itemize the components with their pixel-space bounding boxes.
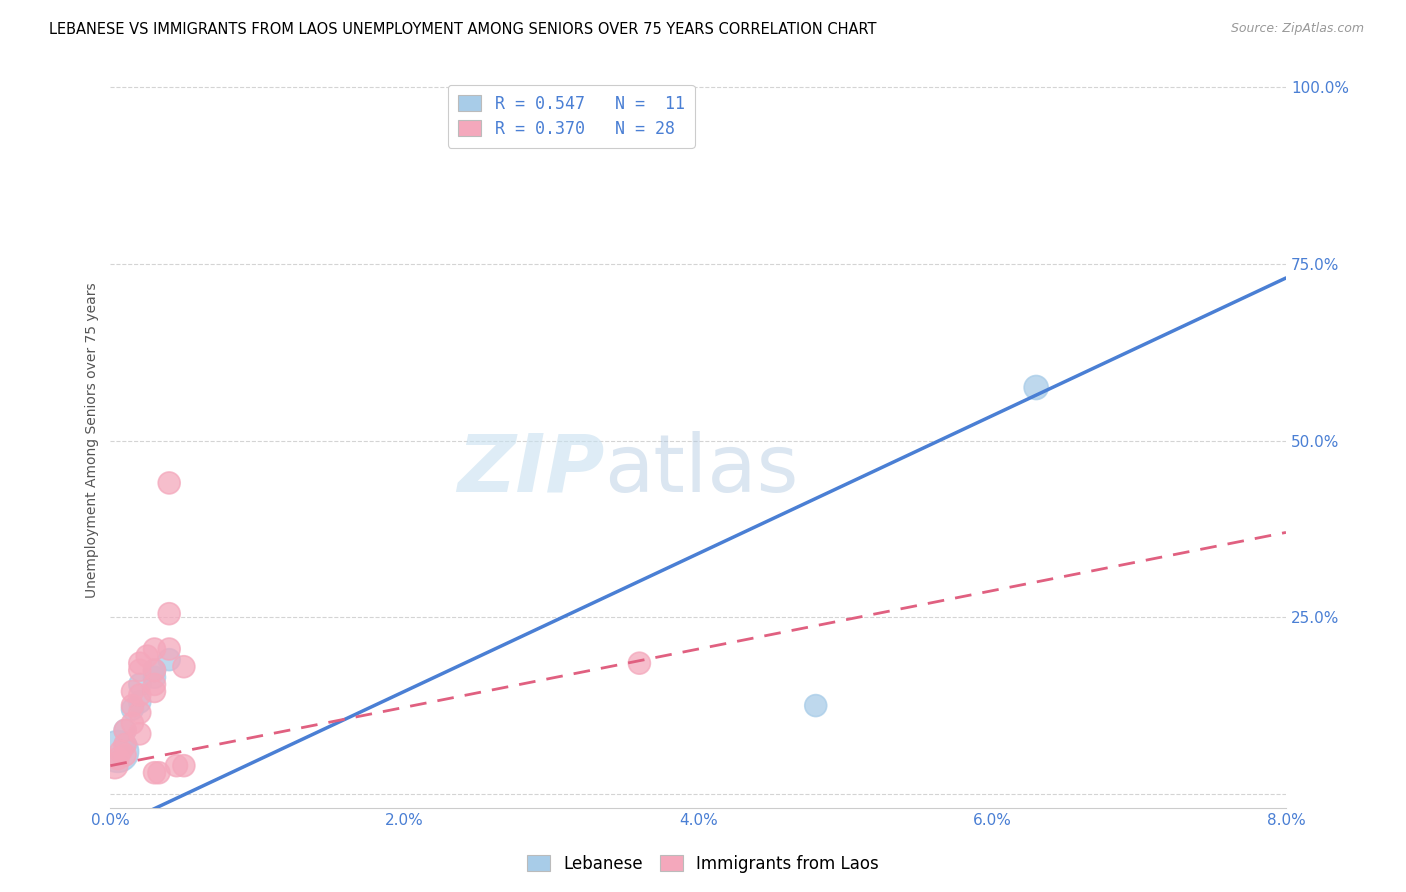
Point (143, 663, 166, 677)
Point (121, 698, 143, 713)
Point (121, 702, 143, 716)
Point (114, 738, 136, 752)
Point (157, 653, 180, 667)
Point (107, 751, 129, 765)
Point (128, 688, 150, 702)
Point (157, 607, 180, 621)
Point (110, 745, 132, 759)
Text: ZIP: ZIP (457, 431, 605, 509)
Point (173, 758, 195, 772)
Point (114, 747, 136, 762)
Legend: Lebanese, Immigrants from Laos: Lebanese, Immigrants from Laos (520, 848, 886, 880)
Text: atlas: atlas (605, 431, 799, 509)
Point (143, 765, 166, 780)
Point (121, 684, 143, 698)
Point (104, 758, 127, 772)
Point (128, 677, 150, 691)
Text: LEBANESE VS IMMIGRANTS FROM LAOS UNEMPLOYMENT AMONG SENIORS OVER 75 YEARS CORREL: LEBANESE VS IMMIGRANTS FROM LAOS UNEMPLO… (49, 22, 877, 37)
Point (173, 659, 195, 673)
Point (114, 723, 136, 738)
Point (143, 677, 166, 691)
Point (114, 738, 136, 752)
Point (107, 745, 129, 759)
Point (143, 642, 166, 657)
Point (114, 723, 136, 738)
Legend: R = 0.547   N =  11, R = 0.370   N = 28: R = 0.547 N = 11, R = 0.370 N = 28 (449, 85, 695, 148)
Point (157, 475, 180, 490)
Point (804, 698, 827, 713)
Point (166, 758, 188, 772)
Point (128, 706, 150, 720)
Point (143, 684, 166, 698)
Point (148, 765, 170, 780)
Point (143, 663, 166, 677)
Point (1025, 380, 1047, 394)
Point (628, 656, 651, 670)
Y-axis label: Unemployment Among Seniors over 75 years: Unemployment Among Seniors over 75 years (86, 283, 100, 599)
Text: Source: ZipAtlas.com: Source: ZipAtlas.com (1230, 22, 1364, 36)
Point (136, 649, 159, 664)
Point (128, 656, 150, 670)
Point (128, 695, 150, 709)
Point (143, 670, 166, 684)
Point (121, 716, 143, 731)
Point (128, 663, 150, 677)
Point (157, 642, 180, 657)
Point (128, 727, 150, 741)
